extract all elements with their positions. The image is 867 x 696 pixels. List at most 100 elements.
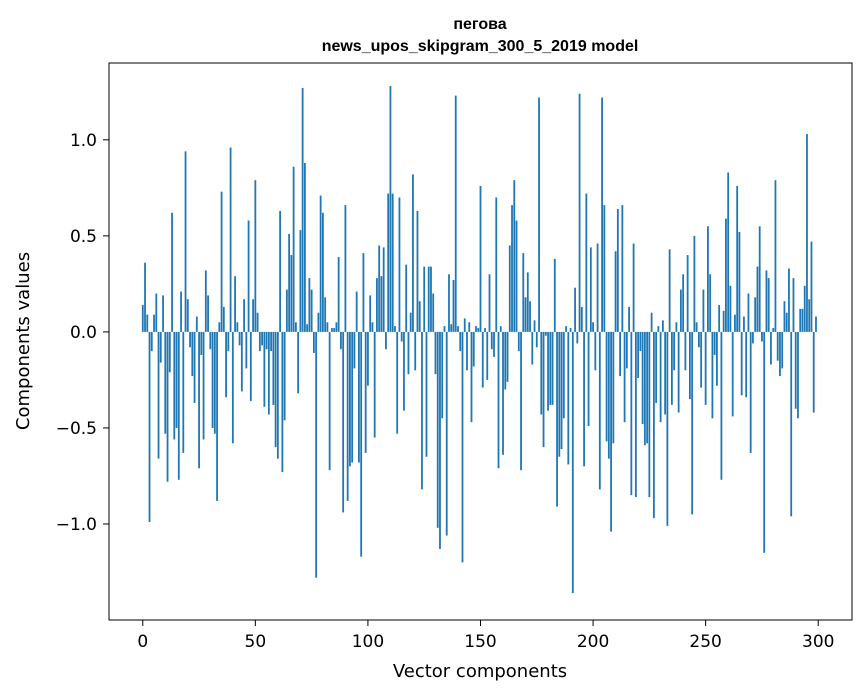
bar bbox=[261, 331, 263, 346]
bar bbox=[439, 331, 441, 549]
bar bbox=[211, 331, 214, 428]
bar bbox=[677, 331, 680, 413]
bar bbox=[522, 253, 525, 332]
bar bbox=[783, 301, 786, 332]
bar bbox=[754, 297, 757, 332]
bar bbox=[630, 331, 633, 496]
bar bbox=[150, 331, 153, 352]
bar bbox=[801, 308, 804, 332]
bar bbox=[351, 331, 354, 463]
bar bbox=[166, 331, 169, 482]
bar bbox=[779, 331, 781, 377]
bar bbox=[637, 331, 640, 378]
bar bbox=[441, 331, 444, 419]
bar bbox=[648, 331, 651, 498]
bar bbox=[603, 205, 606, 332]
bar bbox=[576, 331, 579, 344]
bar bbox=[461, 331, 464, 563]
bar bbox=[479, 185, 482, 332]
bar bbox=[745, 331, 748, 398]
bar bbox=[704, 331, 707, 405]
bar bbox=[673, 331, 676, 371]
bar bbox=[342, 331, 345, 513]
bar bbox=[625, 331, 628, 369]
bar bbox=[511, 205, 513, 332]
y-tick-label: −1.0 bbox=[56, 515, 97, 535]
bar bbox=[380, 276, 383, 332]
bar bbox=[499, 326, 502, 332]
bar bbox=[549, 331, 552, 405]
bar bbox=[580, 306, 583, 332]
bar bbox=[558, 331, 561, 457]
bar bbox=[718, 305, 721, 332]
bar bbox=[583, 331, 585, 467]
bar bbox=[247, 220, 250, 332]
bar bbox=[639, 331, 642, 352]
bar bbox=[450, 324, 453, 332]
bar bbox=[198, 331, 200, 469]
bar bbox=[749, 331, 752, 453]
bar bbox=[702, 289, 705, 332]
bar bbox=[283, 331, 286, 421]
bar bbox=[484, 328, 486, 332]
bar bbox=[231, 331, 234, 444]
bar bbox=[299, 230, 302, 332]
bar bbox=[632, 243, 635, 332]
bar bbox=[540, 331, 543, 415]
bar bbox=[587, 331, 590, 427]
bar bbox=[265, 331, 268, 350]
bar bbox=[490, 331, 493, 350]
bar bbox=[281, 331, 284, 473]
bar bbox=[720, 331, 723, 480]
bar bbox=[272, 331, 275, 405]
bar bbox=[526, 272, 529, 332]
bar bbox=[371, 322, 374, 332]
bar bbox=[369, 295, 372, 332]
bar bbox=[551, 331, 554, 405]
bar bbox=[155, 293, 158, 332]
bar bbox=[596, 243, 599, 332]
y-axis-label: Components values bbox=[13, 252, 34, 430]
bar bbox=[164, 331, 167, 434]
bar bbox=[517, 331, 520, 352]
x-tick-label: 300 bbox=[802, 632, 834, 652]
bar bbox=[700, 331, 703, 388]
bar bbox=[189, 331, 191, 348]
x-tick-label: 50 bbox=[245, 632, 267, 652]
bar bbox=[173, 331, 176, 440]
bar bbox=[463, 318, 466, 332]
bar bbox=[470, 331, 473, 423]
bar bbox=[803, 285, 806, 332]
bar bbox=[191, 331, 194, 377]
bar bbox=[691, 331, 694, 515]
bar bbox=[661, 320, 664, 332]
bar bbox=[475, 326, 477, 332]
bar bbox=[418, 301, 421, 332]
bar bbox=[227, 331, 230, 352]
bar bbox=[670, 331, 673, 405]
bar bbox=[756, 266, 759, 332]
bar bbox=[785, 312, 788, 332]
y-tick-label: −0.5 bbox=[56, 419, 97, 439]
bar bbox=[659, 331, 662, 423]
bar bbox=[806, 134, 808, 332]
bar bbox=[443, 326, 446, 332]
bar bbox=[177, 331, 180, 480]
bar bbox=[216, 331, 218, 501]
bar bbox=[472, 331, 475, 367]
bars-group bbox=[141, 86, 817, 594]
bar bbox=[315, 331, 318, 578]
chart-title-line1: пегова bbox=[453, 16, 506, 33]
bar bbox=[200, 331, 203, 355]
bar bbox=[682, 274, 685, 332]
bar bbox=[727, 172, 730, 332]
bar bbox=[409, 312, 412, 332]
bar bbox=[382, 247, 385, 332]
bar bbox=[209, 331, 212, 350]
bar bbox=[560, 331, 563, 450]
bar bbox=[542, 331, 545, 448]
bar bbox=[434, 331, 437, 375]
bar bbox=[387, 193, 390, 332]
bar bbox=[657, 326, 660, 332]
